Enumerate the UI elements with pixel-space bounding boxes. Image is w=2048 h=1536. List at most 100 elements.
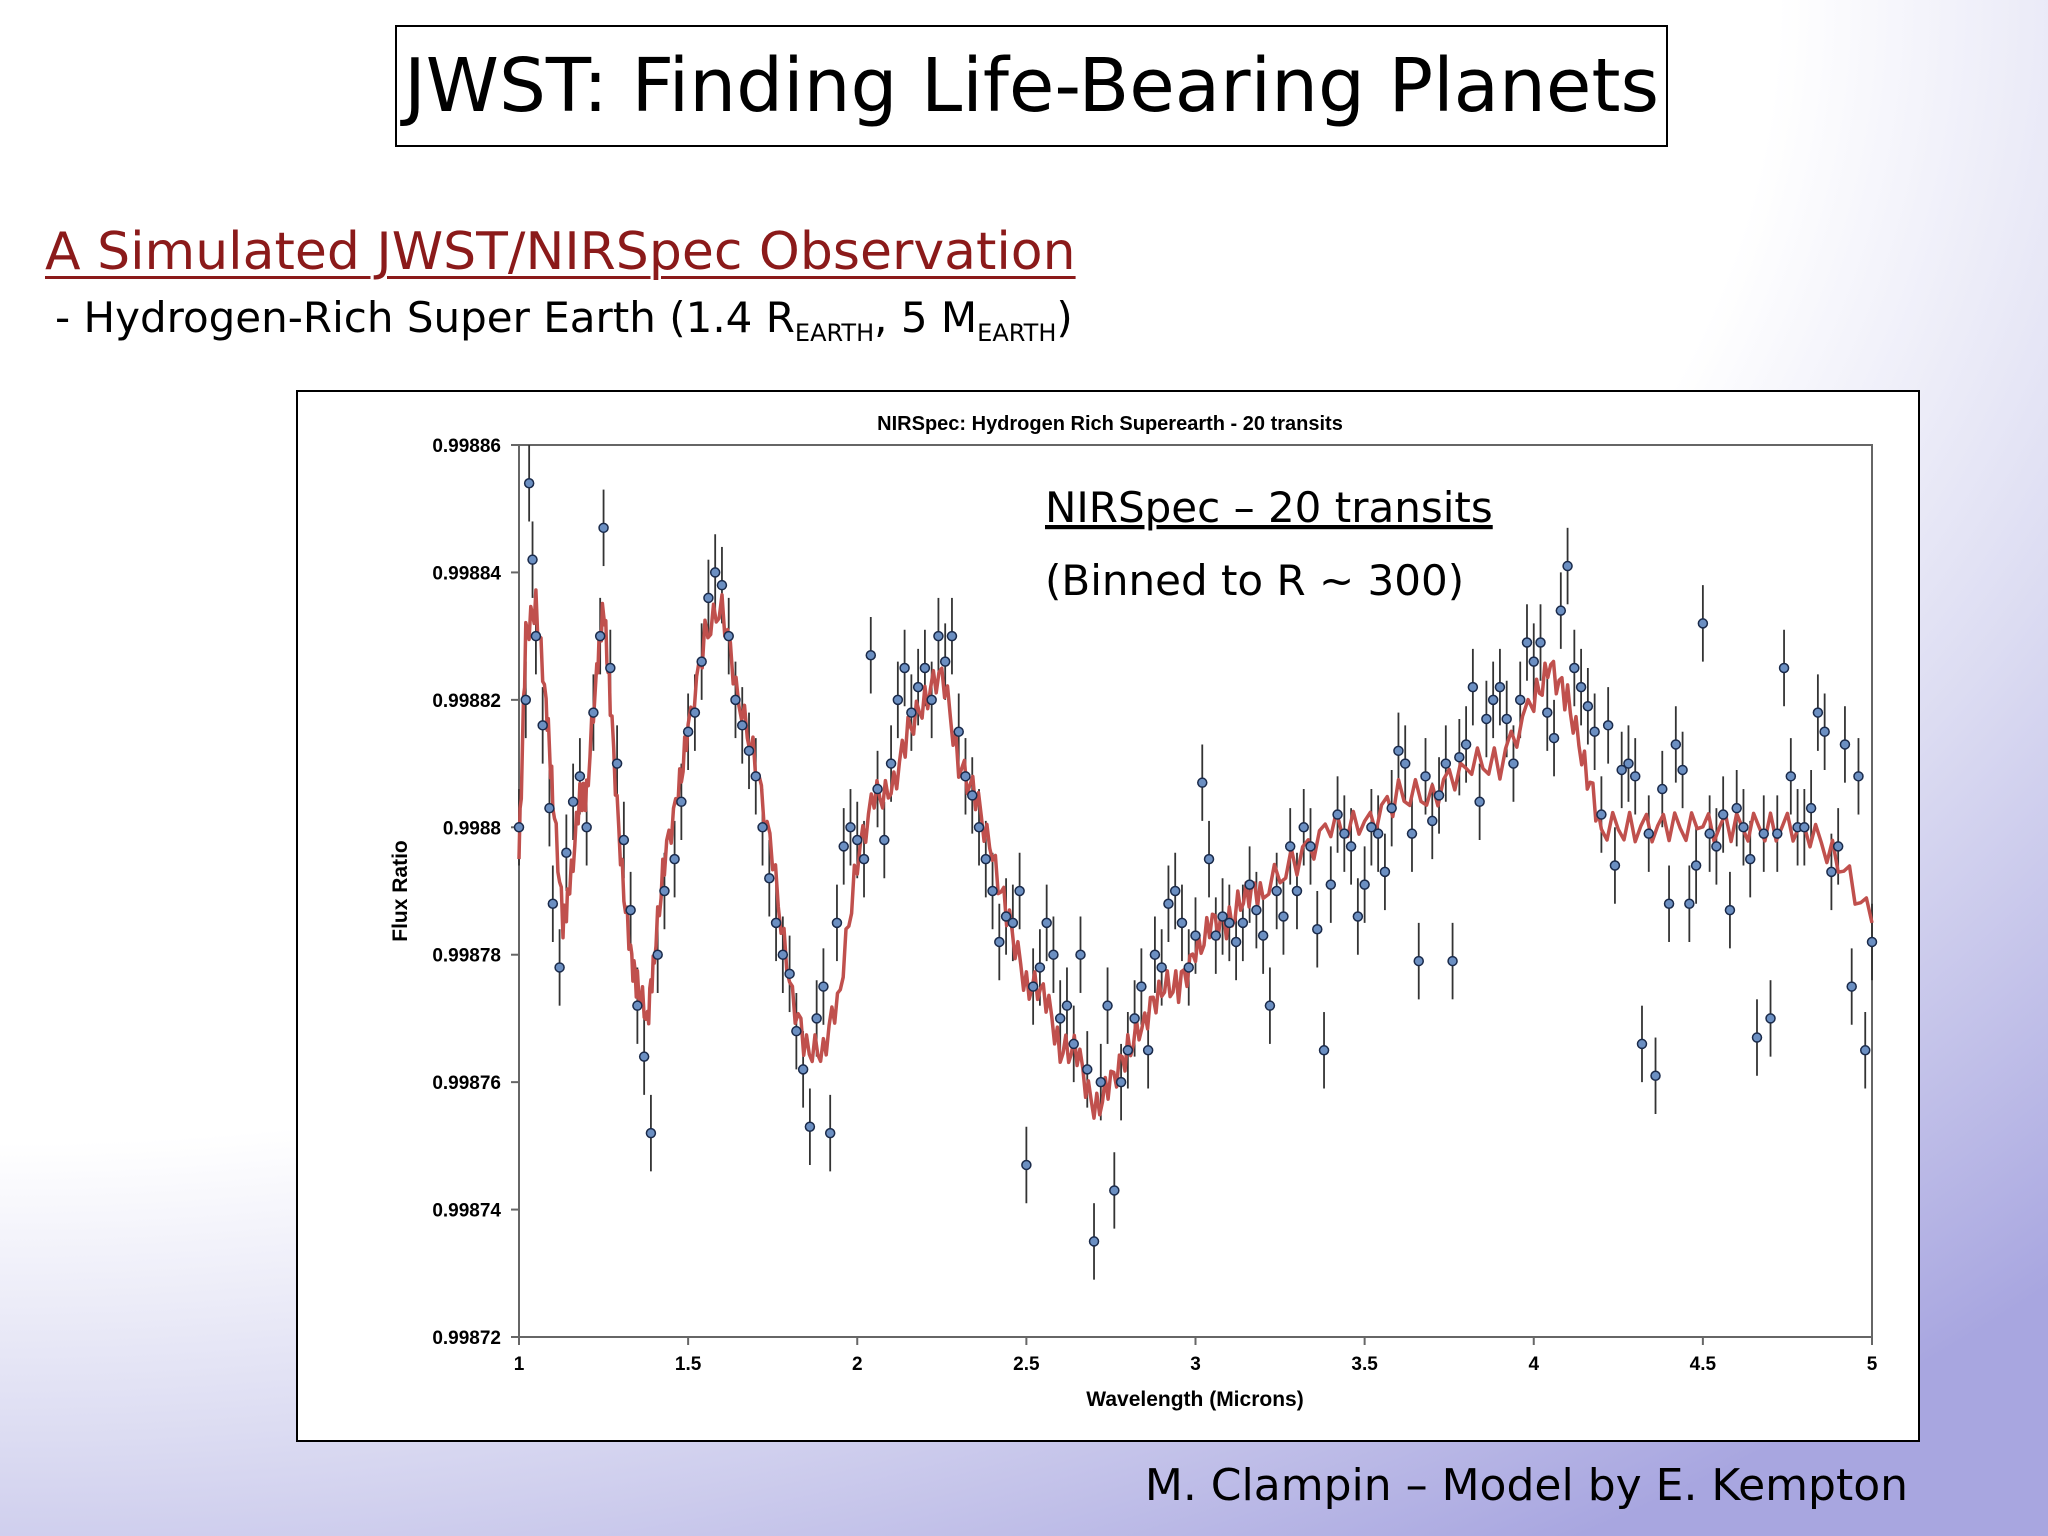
desc-sub-radius: EARTH bbox=[794, 319, 875, 347]
data-point bbox=[1704, 828, 1715, 839]
data-point bbox=[1846, 981, 1857, 992]
data-point bbox=[892, 694, 904, 706]
data-point bbox=[1427, 815, 1438, 827]
data-point bbox=[784, 968, 795, 980]
x-tick-label: 4 bbox=[1528, 1354, 1539, 1375]
data-point bbox=[1312, 923, 1323, 935]
data-point bbox=[736, 720, 748, 731]
data-point bbox=[1772, 828, 1783, 839]
data-point bbox=[1724, 904, 1736, 916]
data-point bbox=[1041, 917, 1052, 929]
data-point bbox=[743, 745, 755, 757]
data-point bbox=[1325, 879, 1337, 890]
data-point bbox=[1034, 962, 1046, 973]
data-point bbox=[530, 630, 542, 642]
data-point bbox=[537, 720, 548, 731]
data-point bbox=[1359, 879, 1370, 890]
data-point bbox=[791, 1025, 802, 1037]
data-point bbox=[1859, 1045, 1871, 1056]
data-point bbox=[1535, 637, 1546, 648]
data-point bbox=[1575, 681, 1587, 693]
y-tick-label: 0.9988 bbox=[443, 818, 501, 839]
data-point bbox=[1508, 758, 1519, 769]
desc-suffix: ) bbox=[1056, 293, 1073, 342]
data-point bbox=[1765, 1013, 1776, 1024]
data-point bbox=[1826, 866, 1837, 878]
data-point bbox=[1406, 828, 1418, 839]
x-axis-ticks: 1 1.5 2 2.5 3 3.5 4 4.5 5 bbox=[514, 1337, 1878, 1375]
data-point bbox=[1609, 860, 1621, 871]
data-point bbox=[1183, 962, 1194, 973]
data-point bbox=[618, 834, 630, 846]
data-point bbox=[1744, 853, 1756, 865]
data-point bbox=[879, 834, 890, 846]
data-point bbox=[906, 707, 917, 718]
y-tick-label: 0.99882 bbox=[432, 691, 501, 712]
x-tick-label: 2.5 bbox=[1013, 1354, 1040, 1375]
data-point bbox=[1217, 911, 1228, 922]
data-point bbox=[689, 707, 701, 718]
data-point bbox=[1379, 866, 1391, 878]
data-point bbox=[919, 662, 931, 674]
data-point bbox=[554, 962, 565, 973]
data-point bbox=[1237, 917, 1249, 929]
data-point bbox=[926, 694, 937, 706]
x-tick-label: 1 bbox=[514, 1354, 525, 1375]
data-point bbox=[1501, 713, 1512, 725]
data-point bbox=[723, 630, 734, 642]
data-point bbox=[1339, 828, 1350, 839]
data-point bbox=[1102, 1000, 1113, 1011]
data-point bbox=[1528, 656, 1539, 667]
data-point bbox=[899, 662, 910, 674]
data-point bbox=[581, 822, 592, 833]
data-point bbox=[1420, 771, 1431, 782]
data-point bbox=[1278, 911, 1289, 922]
y-tick-label: 0.99878 bbox=[432, 946, 501, 967]
x-tick-label: 5 bbox=[1867, 1354, 1878, 1375]
data-point bbox=[885, 758, 897, 769]
data-point bbox=[574, 771, 586, 782]
data-point bbox=[1487, 694, 1499, 706]
data-point bbox=[967, 790, 978, 801]
data-point bbox=[1176, 917, 1188, 929]
data-point bbox=[865, 650, 877, 661]
data-point bbox=[1474, 796, 1485, 808]
data-point bbox=[1088, 1236, 1100, 1247]
data-point bbox=[1197, 777, 1208, 788]
data-point bbox=[1068, 1038, 1079, 1050]
data-point bbox=[1853, 771, 1864, 782]
slide-title: JWST: Finding Life-Bearing Planets bbox=[403, 43, 1660, 129]
data-point bbox=[1136, 981, 1147, 992]
data-point bbox=[1163, 898, 1174, 909]
y-axis-label: Flux Ratio bbox=[389, 840, 412, 942]
data-point bbox=[912, 681, 924, 693]
data-point bbox=[659, 885, 670, 897]
data-point bbox=[946, 630, 958, 642]
data-point bbox=[1210, 930, 1222, 941]
data-point bbox=[1224, 917, 1235, 929]
data-point bbox=[594, 630, 606, 642]
data-point bbox=[638, 1051, 650, 1062]
data-point bbox=[777, 949, 789, 960]
annotation-binned: (Binned to R ~ 300) bbox=[1045, 556, 1464, 605]
chart-frame: NIRSpec: Hydrogen Rich Superearth - 20 t… bbox=[296, 390, 1920, 1442]
data-point bbox=[527, 554, 538, 565]
data-point bbox=[523, 477, 535, 489]
data-point bbox=[1602, 720, 1614, 731]
data-point bbox=[1751, 1032, 1763, 1043]
data-point bbox=[1460, 739, 1472, 750]
data-point bbox=[1075, 949, 1086, 960]
x-tick-label: 1.5 bbox=[675, 1354, 702, 1375]
data-point bbox=[1589, 726, 1600, 737]
data-point bbox=[1386, 802, 1397, 814]
data-point bbox=[804, 1121, 816, 1132]
data-point bbox=[625, 904, 636, 916]
desc-prefix: - Hydrogen-Rich Super Earth (1.4 R bbox=[55, 293, 795, 342]
data-point bbox=[1372, 828, 1384, 839]
data-point bbox=[1332, 809, 1343, 820]
data-point bbox=[1690, 860, 1702, 871]
data-point bbox=[632, 1000, 643, 1011]
data-point bbox=[1839, 739, 1851, 750]
data-point bbox=[1244, 879, 1255, 890]
data-point bbox=[831, 917, 843, 929]
